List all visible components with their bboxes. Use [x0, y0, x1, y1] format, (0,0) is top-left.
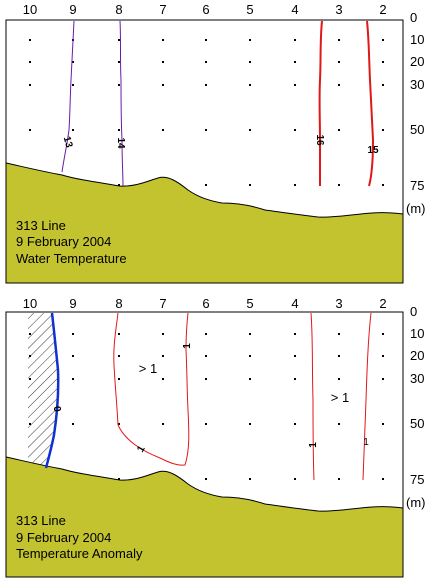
station-label: 5	[246, 296, 253, 311]
contour-line	[318, 20, 323, 186]
station-label: 3	[335, 296, 342, 311]
contour-label: 0	[51, 405, 63, 413]
contour-label: 1	[363, 437, 369, 448]
sea-bottom	[5, 456, 404, 578]
depth-label: 0	[410, 304, 417, 319]
contour-line	[61, 20, 75, 173]
contour-label: 13	[61, 135, 75, 149]
station-label: 7	[159, 296, 166, 311]
contour-label: 1	[308, 442, 319, 448]
contour-line	[113, 312, 190, 466]
caption-line: Water Temperature	[16, 251, 127, 266]
caption-line: 9 February 2004	[16, 530, 111, 545]
station-label: 3	[335, 2, 342, 17]
station-label: 2	[379, 2, 386, 17]
depth-axis: 0 10 20 30 50 75 (m)	[406, 10, 426, 216]
station-label: 5	[246, 2, 253, 17]
anomaly-annotation: > 1	[331, 390, 349, 405]
caption: 313 Line 9 February 2004 Water Temperatu…	[16, 218, 127, 266]
station-label: 9	[69, 2, 76, 17]
station-label: 10	[23, 2, 37, 17]
caption-line: 9 February 2004	[16, 234, 111, 249]
caption-line: 313 Line	[16, 218, 66, 233]
sample-grid	[29, 39, 384, 186]
depth-label: 20	[410, 54, 424, 69]
depth-label: 20	[410, 348, 424, 363]
station-label: 9	[69, 296, 76, 311]
panel-temperature: 10 9 8 7 6 5 4 3 2 13 14 16	[5, 2, 426, 284]
station-label: 4	[291, 296, 298, 311]
depth-unit: (m)	[406, 201, 426, 216]
station-label: 8	[115, 296, 122, 311]
contour-line	[366, 20, 375, 187]
anomaly-annotation: > 1	[139, 361, 157, 376]
caption-line: 313 Line	[16, 513, 66, 528]
sample-grid	[29, 333, 384, 480]
contour-line	[119, 20, 124, 187]
contour-label: 1	[182, 343, 193, 349]
station-label: 6	[202, 296, 209, 311]
depth-unit: (m)	[406, 495, 426, 510]
depth-label: 30	[410, 77, 424, 92]
contour-label: 14	[115, 137, 126, 149]
depth-label: 50	[410, 122, 424, 137]
station-label: 4	[291, 2, 298, 17]
caption: 313 Line 9 February 2004 Temperature Ano…	[16, 513, 143, 561]
depth-axis: 0 10 20 30 50 75 (m)	[406, 304, 426, 510]
station-label: 2	[379, 296, 386, 311]
contour-label: 1	[135, 444, 148, 455]
hatched-region	[28, 313, 59, 468]
top-station-axis: 10 9 8 7 6 5 4 3 2	[23, 296, 387, 311]
top-station-axis: 10 9 8 7 6 5 4 3 2	[23, 2, 387, 17]
station-label: 8	[115, 2, 122, 17]
depth-label: 75	[410, 472, 424, 487]
contour-line	[44, 312, 60, 469]
contour-line	[310, 312, 315, 481]
contour-line	[362, 312, 372, 481]
depth-label: 0	[410, 10, 417, 25]
depth-label: 75	[410, 178, 424, 193]
contour-label: 15	[367, 145, 379, 156]
caption-line: Temperature Anomaly	[16, 546, 143, 561]
contour-label: 16	[314, 134, 325, 146]
sea-bottom	[5, 162, 404, 284]
station-label: 6	[202, 2, 209, 17]
panel-anomaly: 10 9 8 7 6 5 4 3 2 0 1	[5, 296, 426, 578]
depth-label: 10	[410, 32, 424, 47]
station-label: 7	[159, 2, 166, 17]
station-label: 10	[23, 296, 37, 311]
depth-label: 30	[410, 371, 424, 386]
depth-label: 10	[410, 326, 424, 341]
depth-label: 50	[410, 416, 424, 431]
